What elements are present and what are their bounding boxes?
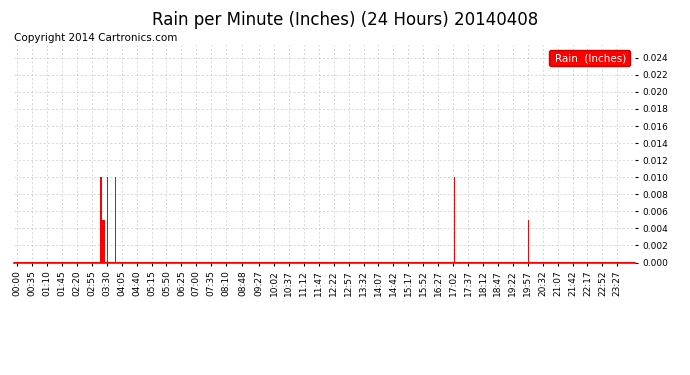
Text: Rain per Minute (Inches) (24 Hours) 20140408: Rain per Minute (Inches) (24 Hours) 2014… [152, 11, 538, 29]
Legend: Rain  (Inches): Rain (Inches) [549, 50, 629, 66]
Text: Copyright 2014 Cartronics.com: Copyright 2014 Cartronics.com [14, 33, 177, 43]
